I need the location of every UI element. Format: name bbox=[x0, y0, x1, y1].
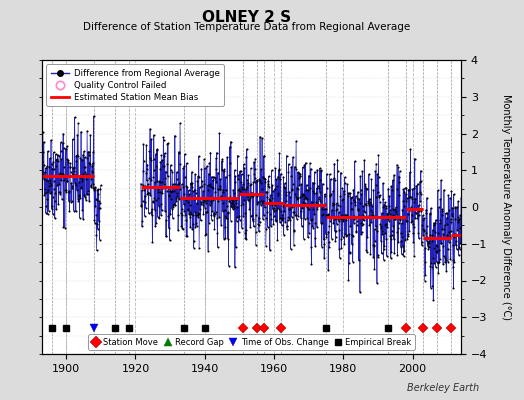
Text: OLNEY 2 S: OLNEY 2 S bbox=[202, 10, 291, 25]
Y-axis label: Monthly Temperature Anomaly Difference (°C): Monthly Temperature Anomaly Difference (… bbox=[501, 94, 511, 320]
Text: Difference of Station Temperature Data from Regional Average: Difference of Station Temperature Data f… bbox=[83, 22, 410, 32]
Legend: Station Move, Record Gap, Time of Obs. Change, Empirical Break: Station Move, Record Gap, Time of Obs. C… bbox=[89, 334, 414, 350]
Text: Berkeley Earth: Berkeley Earth bbox=[407, 383, 479, 393]
